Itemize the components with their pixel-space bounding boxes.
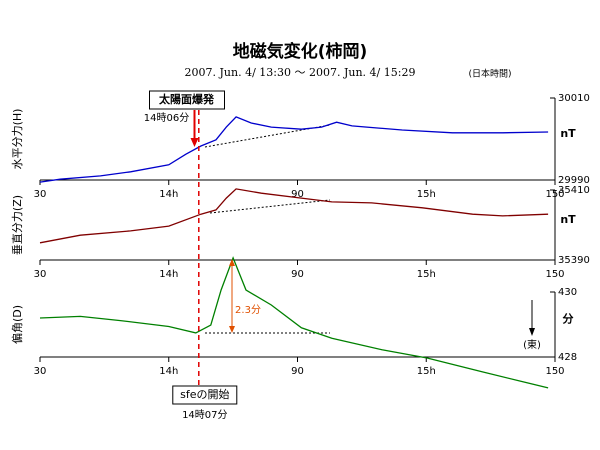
x-tick-label: 90 bbox=[291, 366, 304, 377]
data-line bbox=[39, 256, 549, 389]
duration-head-top bbox=[229, 259, 235, 266]
duration-head-bottom bbox=[229, 326, 235, 333]
x-tick-label: 90 bbox=[291, 189, 304, 200]
y-tick-label: 35410 bbox=[558, 185, 590, 196]
y-tick-label: 30010 bbox=[558, 93, 590, 104]
y-axis-label: 偏角(D) bbox=[10, 305, 24, 344]
x-tick-label: 15h bbox=[417, 269, 436, 280]
data-line bbox=[39, 188, 549, 244]
y-tick-label: 430 bbox=[558, 287, 577, 298]
x-tick-label: 14h bbox=[159, 269, 178, 280]
unit: 分 bbox=[563, 312, 574, 326]
y-axis-label: 垂直分力(Z) bbox=[10, 195, 24, 255]
data-line bbox=[39, 116, 549, 183]
y-tick-label: 428 bbox=[558, 352, 577, 363]
x-tick-label: 150 bbox=[545, 366, 564, 377]
x-tick-label: 15h bbox=[417, 189, 436, 200]
flare-arrowhead bbox=[190, 138, 199, 147]
x-tick-label: 30 bbox=[34, 269, 47, 280]
x-tick-label: 30 bbox=[34, 189, 47, 200]
duration-label: 2.3分 bbox=[235, 304, 261, 316]
x-tick-label: 30 bbox=[34, 366, 47, 377]
flare-label: 太陽面爆発 bbox=[158, 92, 215, 106]
timezone: (日本時間) bbox=[468, 68, 511, 80]
y-axis-label: 水平分力(H) bbox=[11, 109, 24, 170]
baseline-z bbox=[209, 199, 331, 214]
x-tick-label: 15h bbox=[417, 366, 436, 377]
x-tick-label: 90 bbox=[291, 269, 304, 280]
sfe-time: 14時07分 bbox=[182, 409, 227, 421]
sfe-box bbox=[172, 385, 238, 405]
subtitle: 2007. Jun. 4/ 13:30 ～ 2007. Jun. 4/ 15:2… bbox=[185, 66, 416, 79]
direction-label: (東) bbox=[523, 338, 541, 351]
y-tick-label: 29990 bbox=[558, 175, 590, 186]
x-tick-label: 14h bbox=[159, 366, 178, 377]
x-tick-label: 150 bbox=[545, 269, 564, 280]
unit: nT bbox=[560, 127, 576, 140]
direction-head bbox=[529, 328, 535, 336]
chart-title: 地磁気変化(柿岡) bbox=[233, 41, 368, 62]
unit: nT bbox=[560, 213, 576, 226]
flare-box bbox=[149, 90, 225, 110]
sfe-label: sfeの開始 bbox=[180, 387, 229, 401]
x-tick-label: 14h bbox=[159, 189, 178, 200]
flare-time: 14時06分 bbox=[144, 112, 189, 124]
y-tick-label: 35390 bbox=[558, 255, 590, 266]
